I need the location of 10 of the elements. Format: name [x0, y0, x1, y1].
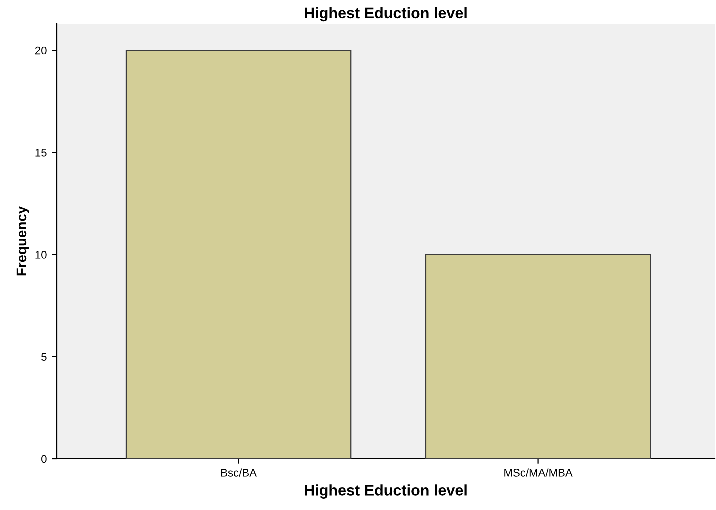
y-tick-label: 15 — [36, 149, 47, 157]
x-tick-label: Bsc/BA — [221, 468, 257, 477]
y-tick-label: 20 — [35, 46, 47, 55]
y-tick-label: 10 — [36, 251, 47, 259]
y-tick-label: 5 — [42, 353, 47, 362]
x-axis-title: Highest Eduction level — [305, 484, 467, 499]
chart-title: Highest Eduction level — [305, 7, 467, 22]
x-tick-label: MSc/MA/MBA — [504, 468, 573, 477]
y-axis-title: Frequency — [16, 206, 30, 276]
y-tick-label: 0 — [42, 455, 47, 464]
